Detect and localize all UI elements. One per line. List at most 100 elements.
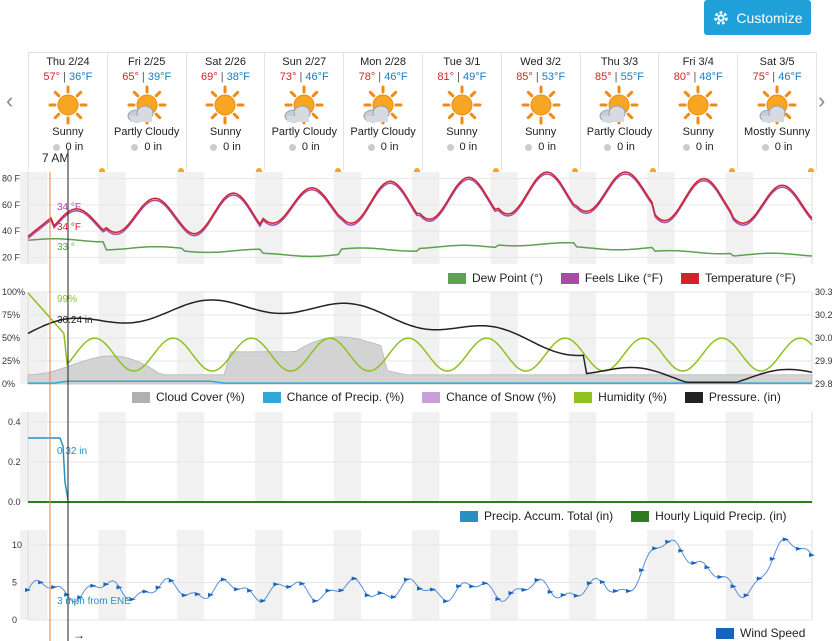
pressure-ytick: 30.3 (815, 287, 832, 297)
day-condition: Mostly Sunny (744, 126, 811, 138)
wind-arrow-icon (390, 595, 397, 600)
wind-arrow-icon (469, 584, 476, 589)
day-date: Sat 3/5 (759, 56, 795, 68)
day-date: Mon 2/28 (360, 56, 407, 68)
precip-drop-icon (52, 143, 60, 151)
day-column[interactable]: Wed 3/2 85° | 53°F Sunny 0 in (500, 52, 580, 172)
wind-arrow-icon (129, 597, 136, 602)
night-band (176, 530, 205, 620)
feels-like-line (27, 173, 813, 239)
precip-drop-icon (761, 143, 769, 151)
day-date: Fri 2/25 (128, 56, 166, 68)
wind-arrow-icon (678, 548, 685, 553)
dew-point-line (27, 238, 813, 258)
dew-legend-label: Dew Point (°) (472, 271, 543, 285)
precip-drop-icon (525, 143, 533, 151)
cloud-legend-swatch (132, 391, 150, 403)
wind-arrow-icon (325, 588, 332, 593)
pressure-ytick: 30.0 (815, 333, 832, 343)
wind-legend: Wind Speed (716, 626, 805, 640)
day-precip: 0 in (502, 141, 580, 153)
prev-arrow-icon[interactable]: ‹ (6, 88, 14, 113)
day-column[interactable]: Sat 3/5 75° | 46°F Mostly Sunny 0 in (737, 52, 817, 172)
accum-readout: 0.32 in (57, 446, 87, 457)
chance-precip-line (28, 380, 812, 384)
sunny-icon (678, 85, 718, 125)
night-band (333, 530, 362, 620)
wind-ytick: 5 (12, 578, 17, 588)
wind-arrow-icon (704, 565, 711, 570)
day-condition: Partly Cloudy (113, 126, 180, 138)
wind-arrow-icon (38, 580, 45, 585)
sunrise-marker-icon (729, 168, 736, 172)
day-date: Thu 2/24 (46, 56, 90, 68)
wind-arrow-icon (508, 590, 515, 595)
wind-arrow-icon (626, 589, 633, 594)
precip-drop-icon (682, 143, 690, 151)
partly-cloudy-icon (284, 85, 324, 125)
wind-arrow-icon (286, 584, 293, 589)
day-date: Sun 2/27 (282, 56, 327, 68)
wind-arrow-icon (417, 586, 423, 591)
temp-readout: 34 °F (57, 222, 81, 233)
day-column[interactable]: Fri 3/4 80° | 48°F Sunny 0 in (658, 52, 738, 172)
day-column[interactable]: Sat 2/26 69° | 38°F Sunny 0 in (185, 52, 265, 172)
day-column[interactable]: Thu 3/3 85° | 55°F Partly Cloudy 0 in (579, 52, 659, 172)
day-column[interactable]: Fri 2/25 65° | 39°F Partly Cloudy 0 in (106, 52, 186, 172)
sunrise-marker-icon (177, 168, 184, 172)
wind-arrow-icon (299, 581, 306, 586)
day-temps: 65° | 39°F (122, 71, 172, 83)
dew-readout: 33 ° (57, 242, 75, 253)
night-band (490, 172, 518, 264)
sunrise-marker-icon (571, 168, 578, 172)
customize-label: Customize (736, 9, 803, 26)
wind-arrow-icon (665, 539, 672, 544)
night-band (20, 412, 48, 502)
liquid-legend-label: Hourly Liquid Precip. (in) (655, 509, 787, 523)
next-arrow-icon[interactable]: › (818, 88, 826, 113)
wind-arrow-icon (809, 553, 815, 558)
wind-arrow-icon (364, 593, 371, 598)
customize-button[interactable]: Customize (704, 0, 811, 35)
day-precip: 0 in (187, 141, 265, 153)
sunrise-marker-icon (650, 168, 657, 172)
day-column[interactable]: Sun 2/27 73° | 46°F Partly Cloudy 0 in (264, 52, 344, 172)
day-condition: Sunny (209, 126, 242, 138)
wind-arrow-icon (168, 578, 175, 583)
dew-legend-swatch (448, 272, 466, 284)
precip-drop-icon (604, 143, 612, 151)
wind-arrow-icon (691, 561, 698, 566)
night-band (490, 530, 518, 620)
wind-arrow-icon (573, 593, 580, 598)
day-temps: 57° | 36°F (43, 71, 93, 83)
humidity-legend-label: Humidity (%) (598, 390, 667, 404)
sunrise-marker-icon (256, 168, 263, 172)
wind-arrow-icon (51, 585, 58, 590)
wind-arrow-icon (90, 583, 97, 588)
wind-arrow-icon (443, 599, 450, 604)
day-precip: 0 in (108, 141, 186, 153)
wind-arrow-icon (260, 598, 267, 603)
wind-arrow-icon (25, 588, 31, 592)
night-band (568, 530, 597, 620)
night-band (568, 172, 597, 264)
snow-legend-label: Chance of Snow (%) (446, 390, 557, 404)
day-column[interactable]: Thu 2/24 57° | 36°F Sunny 0 in (28, 52, 107, 172)
day-precip: 0 in (29, 141, 107, 153)
night-band (412, 412, 440, 502)
day-temps: 80° | 48°F (673, 71, 723, 83)
night-band (412, 530, 440, 620)
day-condition: Partly Cloudy (586, 126, 653, 138)
wind-arrow-icon (586, 581, 593, 586)
wind-readout: 3 mph from ENE (57, 596, 131, 607)
day-column[interactable]: Mon 2/28 78° | 46°F Partly Cloudy 0 in (343, 52, 422, 172)
day-condition: Partly Cloudy (350, 126, 416, 138)
day-condition: Sunny (52, 126, 84, 138)
day-column[interactable]: Tue 3/1 81° | 49°F Sunny 0 in (421, 52, 501, 172)
night-band (255, 172, 283, 264)
precip-ytick: 0.0 (8, 497, 21, 507)
wind-legend-swatch (716, 627, 734, 639)
pressure-ytick: 29.8 (815, 379, 832, 389)
temp-legend-label: Temperature (°F) (704, 271, 796, 285)
liquid-legend-swatch (631, 510, 650, 522)
